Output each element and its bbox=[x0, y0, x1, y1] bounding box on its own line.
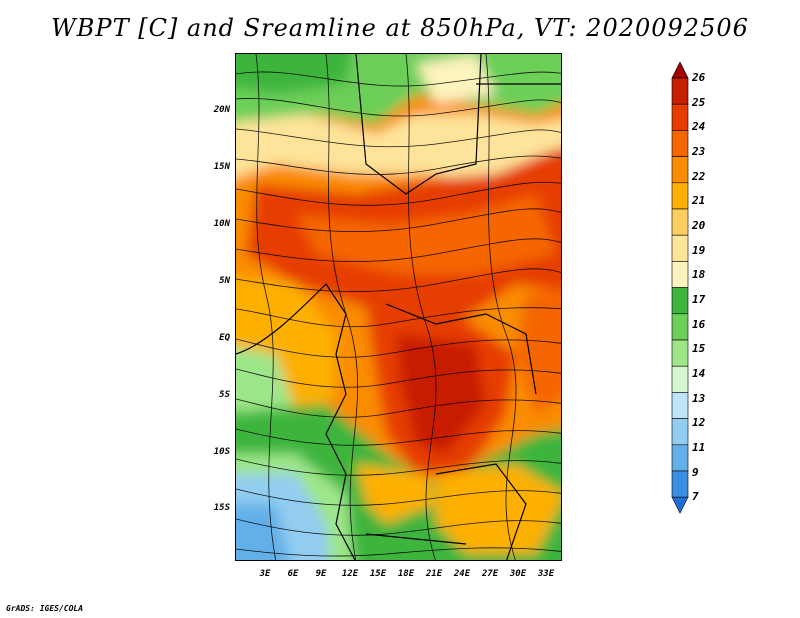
colorbar-cell bbox=[671, 130, 689, 157]
colorbar-label: 12 bbox=[692, 416, 706, 430]
colorbar-cell bbox=[671, 444, 689, 472]
map-title: WBPT [C] and Sreamline at 850hPa, VT: 20… bbox=[51, 14, 749, 42]
colorbar-label: 14 bbox=[692, 366, 706, 380]
x-tick-label: 24E bbox=[453, 569, 471, 579]
y-tick-label: 5S bbox=[219, 390, 230, 400]
colorbar-label: 13 bbox=[692, 391, 706, 405]
x-tick-label: 3E bbox=[259, 569, 271, 579]
footer-credit: GrADS: IGES/COLA bbox=[6, 604, 84, 613]
colorbar-label: 19 bbox=[692, 243, 706, 257]
colorbar-cell bbox=[671, 392, 689, 419]
colorbar-cell bbox=[671, 313, 689, 341]
colorbar-label: 17 bbox=[692, 292, 706, 306]
colorbar-top-arrow bbox=[671, 61, 689, 79]
colorbar-label: 9 bbox=[692, 465, 699, 479]
colorbar-label: 23 bbox=[692, 144, 706, 158]
colorbar-label: 15 bbox=[692, 342, 706, 356]
colorbar-cell bbox=[671, 365, 689, 393]
colorbar-cell bbox=[671, 418, 689, 446]
colorbar-cell bbox=[671, 470, 689, 498]
colorbar-label: 7 bbox=[692, 490, 699, 504]
colorbar bbox=[671, 61, 689, 514]
colorbar-label: 16 bbox=[692, 317, 706, 331]
colorbar-label: 24 bbox=[692, 120, 706, 134]
y-tick-label: EQ bbox=[219, 333, 230, 343]
colorbar-bottom-arrow bbox=[671, 496, 689, 514]
colorbar-cell bbox=[671, 261, 689, 288]
x-tick-label: 18E bbox=[397, 569, 415, 579]
x-tick-label: 6E bbox=[287, 569, 299, 579]
x-tick-label: 12E bbox=[341, 569, 359, 579]
colorbar-cell bbox=[671, 77, 689, 105]
colorbar-label: 11 bbox=[692, 440, 706, 454]
colorbar-cell bbox=[671, 156, 689, 184]
colorbar-cell bbox=[671, 287, 689, 315]
colorbar-label: 18 bbox=[692, 268, 706, 282]
wbpt-map bbox=[235, 53, 562, 561]
colorbar-cell bbox=[671, 208, 689, 236]
colorbar-label: 26 bbox=[692, 71, 706, 84]
y-tick-label: 15N bbox=[213, 162, 230, 172]
colorbar-cell bbox=[671, 182, 689, 210]
colorbar-cell bbox=[671, 103, 689, 131]
x-tick-label: 33E bbox=[537, 569, 555, 579]
colorbar-label: 21 bbox=[692, 194, 706, 208]
y-tick-label: 15S bbox=[213, 503, 230, 513]
colorbar-label: 20 bbox=[692, 218, 706, 232]
x-tick-label: 21E bbox=[425, 569, 443, 579]
y-tick-label: 10N bbox=[213, 219, 230, 229]
x-tick-label: 30E bbox=[509, 569, 527, 579]
colorbar-label: 22 bbox=[692, 169, 706, 183]
colorbar-cell bbox=[671, 339, 689, 367]
colorbar-label: 25 bbox=[692, 95, 706, 109]
x-tick-label: 27E bbox=[481, 569, 499, 579]
x-tick-label: 15E bbox=[369, 569, 387, 579]
wbpt-field bbox=[236, 54, 561, 560]
y-tick-label: 20N bbox=[213, 105, 230, 115]
y-tick-label: 10S bbox=[213, 447, 230, 457]
colorbar-cell bbox=[671, 234, 689, 262]
x-tick-label: 9E bbox=[315, 569, 327, 579]
y-tick-label: 5N bbox=[219, 276, 230, 286]
